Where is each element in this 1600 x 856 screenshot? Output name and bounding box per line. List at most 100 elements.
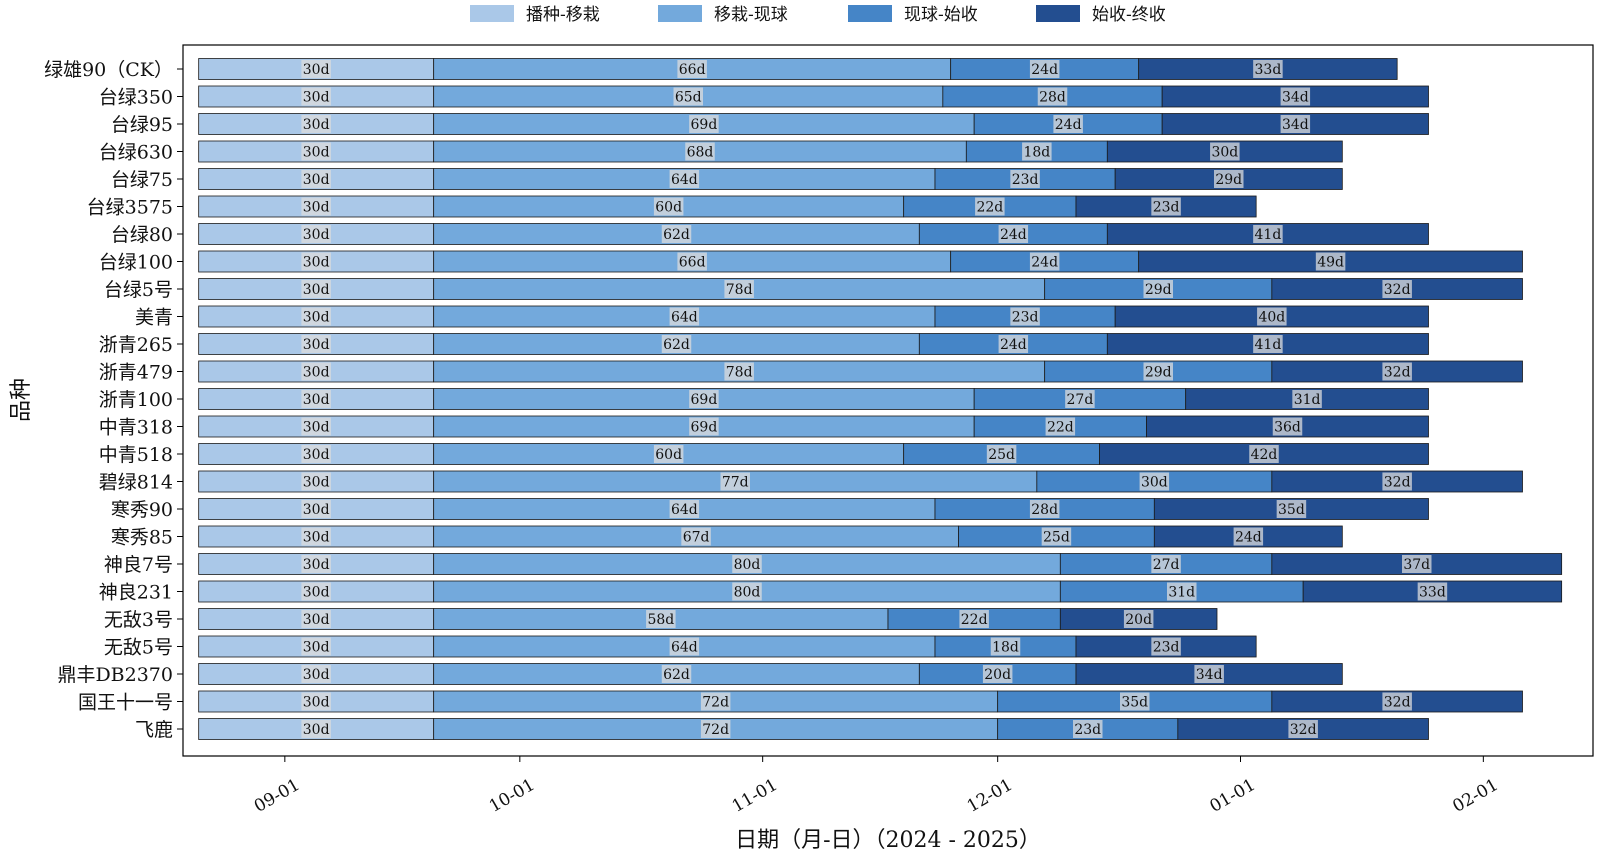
bar-label: 30d (303, 255, 330, 271)
bar-label-bg (1073, 720, 1103, 738)
bar-label-bg (1233, 527, 1264, 546)
bar-label-bg (1402, 555, 1432, 573)
bar-label: 58d (647, 612, 674, 628)
bar-label: 64d (671, 502, 698, 518)
bar-label: 24d (1031, 62, 1058, 78)
category-label: 无敌3号 (104, 609, 173, 631)
bar-label: 25d (988, 447, 1015, 463)
bar-label: 30d (303, 447, 330, 463)
bar-label: 34d (1282, 117, 1309, 133)
category-label: 美青 (135, 307, 173, 329)
bar-label: 33d (1419, 585, 1446, 601)
bar-label: 78d (726, 282, 753, 298)
x-tick-label: 11-01 (729, 775, 781, 817)
bar-label-bg (301, 390, 331, 408)
bar-label: 30d (303, 365, 330, 381)
bar-label-bg (301, 500, 331, 518)
bar-label-bg (732, 582, 762, 601)
bar-label: 30d (303, 90, 330, 106)
bar-label: 28d (1039, 90, 1066, 106)
bar-label: 36d (1274, 420, 1301, 436)
bar-label-bg (998, 335, 1029, 353)
bar-label-bg (301, 445, 331, 463)
bar-label: 80d (734, 585, 761, 601)
bar-label-bg (724, 280, 754, 298)
bar-label: 66d (679, 255, 706, 271)
bar-label: 60d (655, 447, 682, 463)
bar-label: 18d (992, 640, 1019, 656)
bar-label: 66d (679, 62, 706, 78)
category-label: 神良7号 (104, 554, 173, 576)
bar-label: 37d (1403, 557, 1430, 573)
bar-label-bg (301, 252, 331, 271)
bar-label-bg (1037, 87, 1068, 106)
bar-label: 30d (303, 200, 330, 216)
bar-label-bg (653, 445, 684, 463)
bar-label-bg (301, 170, 331, 188)
bar-label: 41d (1255, 227, 1282, 243)
bar-label-bg (677, 60, 707, 78)
bar-label: 22d (961, 612, 988, 628)
bar-label-bg (720, 472, 750, 491)
bar-label: 35d (1278, 502, 1305, 518)
bar-label-bg (1288, 720, 1318, 738)
bar-label-bg (669, 307, 700, 326)
bar-label: 29d (1215, 172, 1242, 188)
bar-label-bg (301, 555, 331, 573)
bar-label: 24d (1000, 337, 1027, 353)
bar-label: 30d (303, 172, 330, 188)
bar-label-bg (1123, 610, 1154, 628)
bar-label-bg (1151, 197, 1181, 216)
bar-label-bg (1029, 500, 1060, 518)
bar-label-bg (301, 582, 331, 601)
bar-label-bg (1280, 115, 1311, 133)
bar-label-bg (301, 665, 331, 683)
y-axis-labels: 绿雄90（CK） 台绿350 台绿95 台绿630 台绿75 台绿3575 台绿80 台绿10… (44, 59, 183, 741)
bar-label-bg (982, 665, 1013, 683)
bar-label: 40d (1258, 310, 1285, 326)
category-label: 神良231 (99, 582, 173, 604)
bar-label-bg (685, 142, 715, 161)
bar-label-bg (1253, 225, 1283, 243)
bar-label-bg (301, 307, 331, 326)
bar-label-bg (689, 115, 719, 133)
category-label: 台绿5号 (104, 279, 173, 301)
legend-label-4: 始收-终收 (1092, 5, 1166, 25)
bar-label: 23d (1153, 200, 1180, 216)
bar-label-bg (1194, 665, 1224, 683)
bar-label-bg (1120, 692, 1150, 711)
bar-label-bg (301, 610, 331, 628)
bar-label-bg (669, 637, 700, 656)
bar-label: 31d (1294, 392, 1321, 408)
bar-label-bg (1053, 115, 1083, 133)
bar-label-bg (700, 692, 731, 711)
bar-label: 30d (303, 695, 330, 711)
bar-label-bg (959, 610, 989, 628)
bar-label: 22d (976, 200, 1003, 216)
bar-label: 69d (691, 117, 718, 133)
bar-label-bg (301, 142, 331, 161)
legend-swatch-1 (470, 5, 514, 22)
bar-label: 28d (1031, 502, 1058, 518)
bar-label-bg (1276, 500, 1307, 518)
bar-label: 72d (702, 722, 729, 738)
category-label: 中青318 (99, 417, 173, 439)
bar-label-bg (673, 87, 703, 106)
bar-label-bg (301, 60, 331, 78)
bar-label: 32d (1290, 722, 1317, 738)
bar-label: 65d (675, 90, 702, 106)
category-label: 碧绿814 (99, 472, 173, 494)
bar-label: 32d (1384, 695, 1411, 711)
bar-label-bg (1010, 307, 1040, 326)
bar-label-bg (1151, 637, 1181, 656)
bar-label: 30d (303, 585, 330, 601)
bar-label: 69d (691, 420, 718, 436)
x-axis-title: 日期（月-日）（2024 - 2025） (735, 828, 1041, 853)
category-label: 浙青265 (99, 334, 173, 356)
bar-label: 30d (303, 420, 330, 436)
bar-label-bg (1214, 170, 1244, 188)
bar-label: 78d (726, 365, 753, 381)
bar-label: 27d (1153, 557, 1180, 573)
bar-label: 30d (303, 145, 330, 161)
bar-label: 22d (1047, 420, 1074, 436)
